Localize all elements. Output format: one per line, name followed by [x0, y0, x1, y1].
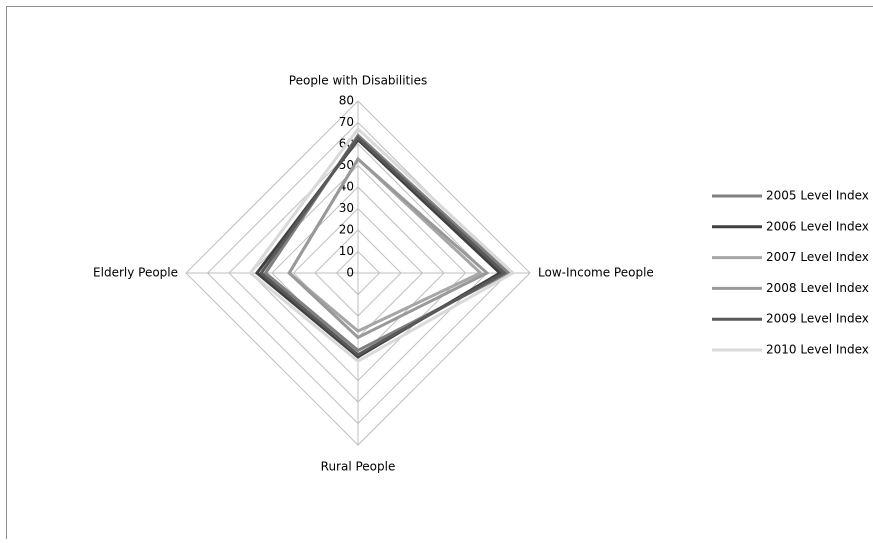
legend-label: 2009 Level Index: [766, 312, 869, 326]
legend-label: 2005 Level Index: [766, 189, 869, 203]
y-tick-label: 10: [339, 244, 354, 258]
legend-label: 2008 Level Index: [766, 281, 869, 295]
series-line: [257, 140, 500, 357]
category-label: Elderly People: [93, 266, 178, 280]
legend-label: 2006 Level Index: [766, 219, 869, 233]
y-tick-label: 70: [339, 115, 354, 129]
category-label: People with Disabilities: [289, 74, 427, 88]
legend-label: 2010 Level Index: [766, 343, 869, 357]
series-line: [261, 138, 504, 355]
category-label: Low-Income People: [538, 266, 654, 280]
y-tick-label: 30: [339, 201, 354, 215]
legend-label: 2007 Level Index: [766, 250, 869, 264]
y-tick-label: 80: [339, 94, 354, 108]
y-tick-label: 20: [339, 223, 354, 237]
category-label: Rural People: [321, 460, 396, 474]
y-tick-label: 0: [346, 266, 354, 280]
